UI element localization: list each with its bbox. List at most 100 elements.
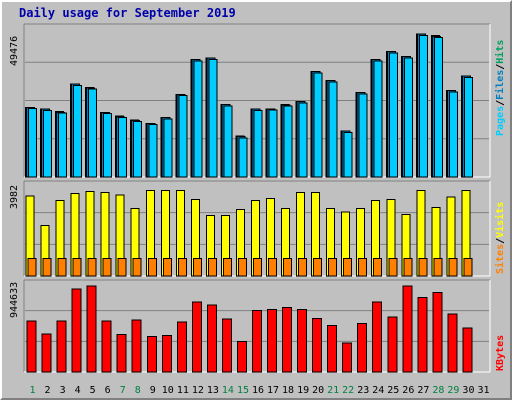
x-label-day-22: 22 — [342, 385, 354, 396]
bar-kbytes-day-23 — [357, 323, 368, 373]
bar-sites-day-17 — [268, 257, 278, 277]
x-label-day-24: 24 — [372, 385, 384, 396]
bar-sites-day-21 — [328, 257, 338, 277]
bar-pages-day-20 — [313, 72, 323, 178]
legend-pages-files-hits-separator-2: / — [495, 64, 506, 70]
bar-pages-day-17 — [268, 109, 278, 178]
bar-pages-day-7 — [118, 116, 128, 178]
bar-pages-day-24 — [373, 60, 383, 178]
bar-kbytes-day-18 — [282, 307, 293, 373]
x-label-day-26: 26 — [402, 385, 414, 396]
x-label-day-8: 8 — [135, 385, 141, 396]
x-label-day-19: 19 — [297, 385, 309, 396]
y-max-label-visits: 3982 — [9, 185, 20, 209]
bar-pages-day-19 — [298, 102, 308, 178]
bar-sites-day-16 — [252, 257, 262, 277]
x-label-day-1: 1 — [30, 385, 36, 396]
bar-kbytes-day-10 — [161, 335, 172, 373]
x-label-day-14: 14 — [222, 385, 234, 396]
bar-kbytes-day-16 — [251, 310, 262, 373]
bar-pages-day-29 — [448, 91, 458, 178]
bar-sites-day-24 — [373, 257, 383, 277]
bar-kbytes-day-2 — [41, 333, 52, 373]
x-label-day-7: 7 — [120, 385, 126, 396]
x-label-day-31: 31 — [477, 385, 489, 396]
y-max-label-kbytes: 944633 — [9, 282, 20, 318]
legend-kbytes-kbytes: KBytes — [495, 335, 506, 371]
bar-sites-day-2 — [42, 257, 52, 277]
bar-pages-day-3 — [58, 112, 68, 178]
bar-pages-day-21 — [328, 81, 338, 178]
x-label-day-23: 23 — [357, 385, 369, 396]
bar-sites-day-18 — [283, 257, 293, 277]
bar-kbytes-day-20 — [312, 317, 323, 373]
bar-sites-day-30 — [463, 257, 473, 277]
bar-pages-day-8 — [133, 120, 143, 178]
x-label-day-12: 12 — [192, 385, 204, 396]
bar-sites-day-13 — [207, 257, 217, 277]
bar-kbytes-day-17 — [267, 309, 278, 373]
bar-pages-day-2 — [43, 109, 53, 178]
bar-kbytes-day-9 — [146, 336, 157, 373]
bar-pages-day-11 — [178, 95, 188, 178]
legend-kbytes: KBytes — [495, 335, 506, 371]
x-label-day-29: 29 — [447, 385, 459, 396]
x-label-day-18: 18 — [282, 385, 294, 396]
bar-sites-day-1 — [27, 257, 37, 277]
x-label-day-28: 28 — [432, 385, 444, 396]
bar-sites-day-11 — [177, 257, 187, 277]
bar-sites-day-27 — [418, 257, 428, 277]
bar-kbytes-day-15 — [236, 341, 247, 373]
bar-pages-day-28 — [433, 37, 443, 178]
legend-pages-files-hits: Pages/Files/Hits — [494, 40, 506, 136]
bar-sites-day-10 — [162, 257, 172, 277]
x-label-day-25: 25 — [387, 385, 399, 396]
x-label-day-13: 13 — [207, 385, 219, 396]
bar-pages-day-30 — [463, 77, 473, 178]
bar-sites-day-28 — [433, 257, 443, 277]
x-label-day-4: 4 — [75, 385, 81, 396]
x-label-day-21: 21 — [327, 385, 339, 396]
bar-sites-day-20 — [313, 257, 323, 277]
bar-sites-day-7 — [117, 257, 127, 277]
bar-kbytes-day-22 — [342, 342, 353, 373]
bar-sites-day-23 — [358, 257, 368, 277]
bar-pages-day-14 — [223, 105, 233, 178]
bar-sites-day-22 — [343, 257, 353, 277]
bar-pages-day-16 — [253, 110, 263, 178]
bar-kbytes-day-24 — [372, 301, 383, 373]
chart-title: Daily usage for September 2019 — [19, 6, 236, 20]
legend-sites-visits-separator-1: / — [495, 238, 506, 244]
legend-sites-visits-visits: Visits — [494, 202, 506, 238]
bar-kbytes-day-21 — [327, 324, 338, 373]
bar-kbytes-day-28 — [432, 291, 443, 373]
y-max-label-hits: 49476 — [9, 36, 20, 66]
legend-pages-files-hits-files: Files — [494, 70, 506, 100]
bar-kbytes-day-19 — [297, 309, 308, 373]
bar-sites-day-12 — [192, 257, 202, 277]
bar-sites-day-6 — [102, 257, 112, 277]
bar-kbytes-day-3 — [56, 320, 67, 373]
bar-pages-day-9 — [148, 124, 158, 178]
bar-kbytes-day-1 — [26, 320, 37, 373]
x-label-day-20: 20 — [312, 385, 324, 396]
bar-kbytes-day-7 — [116, 334, 127, 373]
bar-pages-day-27 — [418, 34, 428, 178]
bar-kbytes-day-26 — [402, 285, 413, 373]
bar-kbytes-day-5 — [86, 285, 97, 373]
bar-sites-day-26 — [403, 257, 413, 277]
bar-sites-day-25 — [388, 257, 398, 277]
x-label-day-5: 5 — [90, 385, 96, 396]
legend-sites-visits-sites: Sites — [494, 244, 506, 274]
x-label-day-15: 15 — [237, 385, 249, 396]
bar-pages-day-1 — [28, 107, 37, 178]
bar-kbytes-day-13 — [206, 304, 217, 373]
bar-pages-day-23 — [358, 93, 368, 178]
bar-pages-day-22 — [343, 131, 353, 178]
legend-sites-visits: Sites/Visits — [494, 202, 506, 274]
bar-sites-day-3 — [57, 257, 67, 277]
bar-pages-day-6 — [103, 112, 113, 178]
bar-kbytes-day-14 — [221, 318, 232, 373]
